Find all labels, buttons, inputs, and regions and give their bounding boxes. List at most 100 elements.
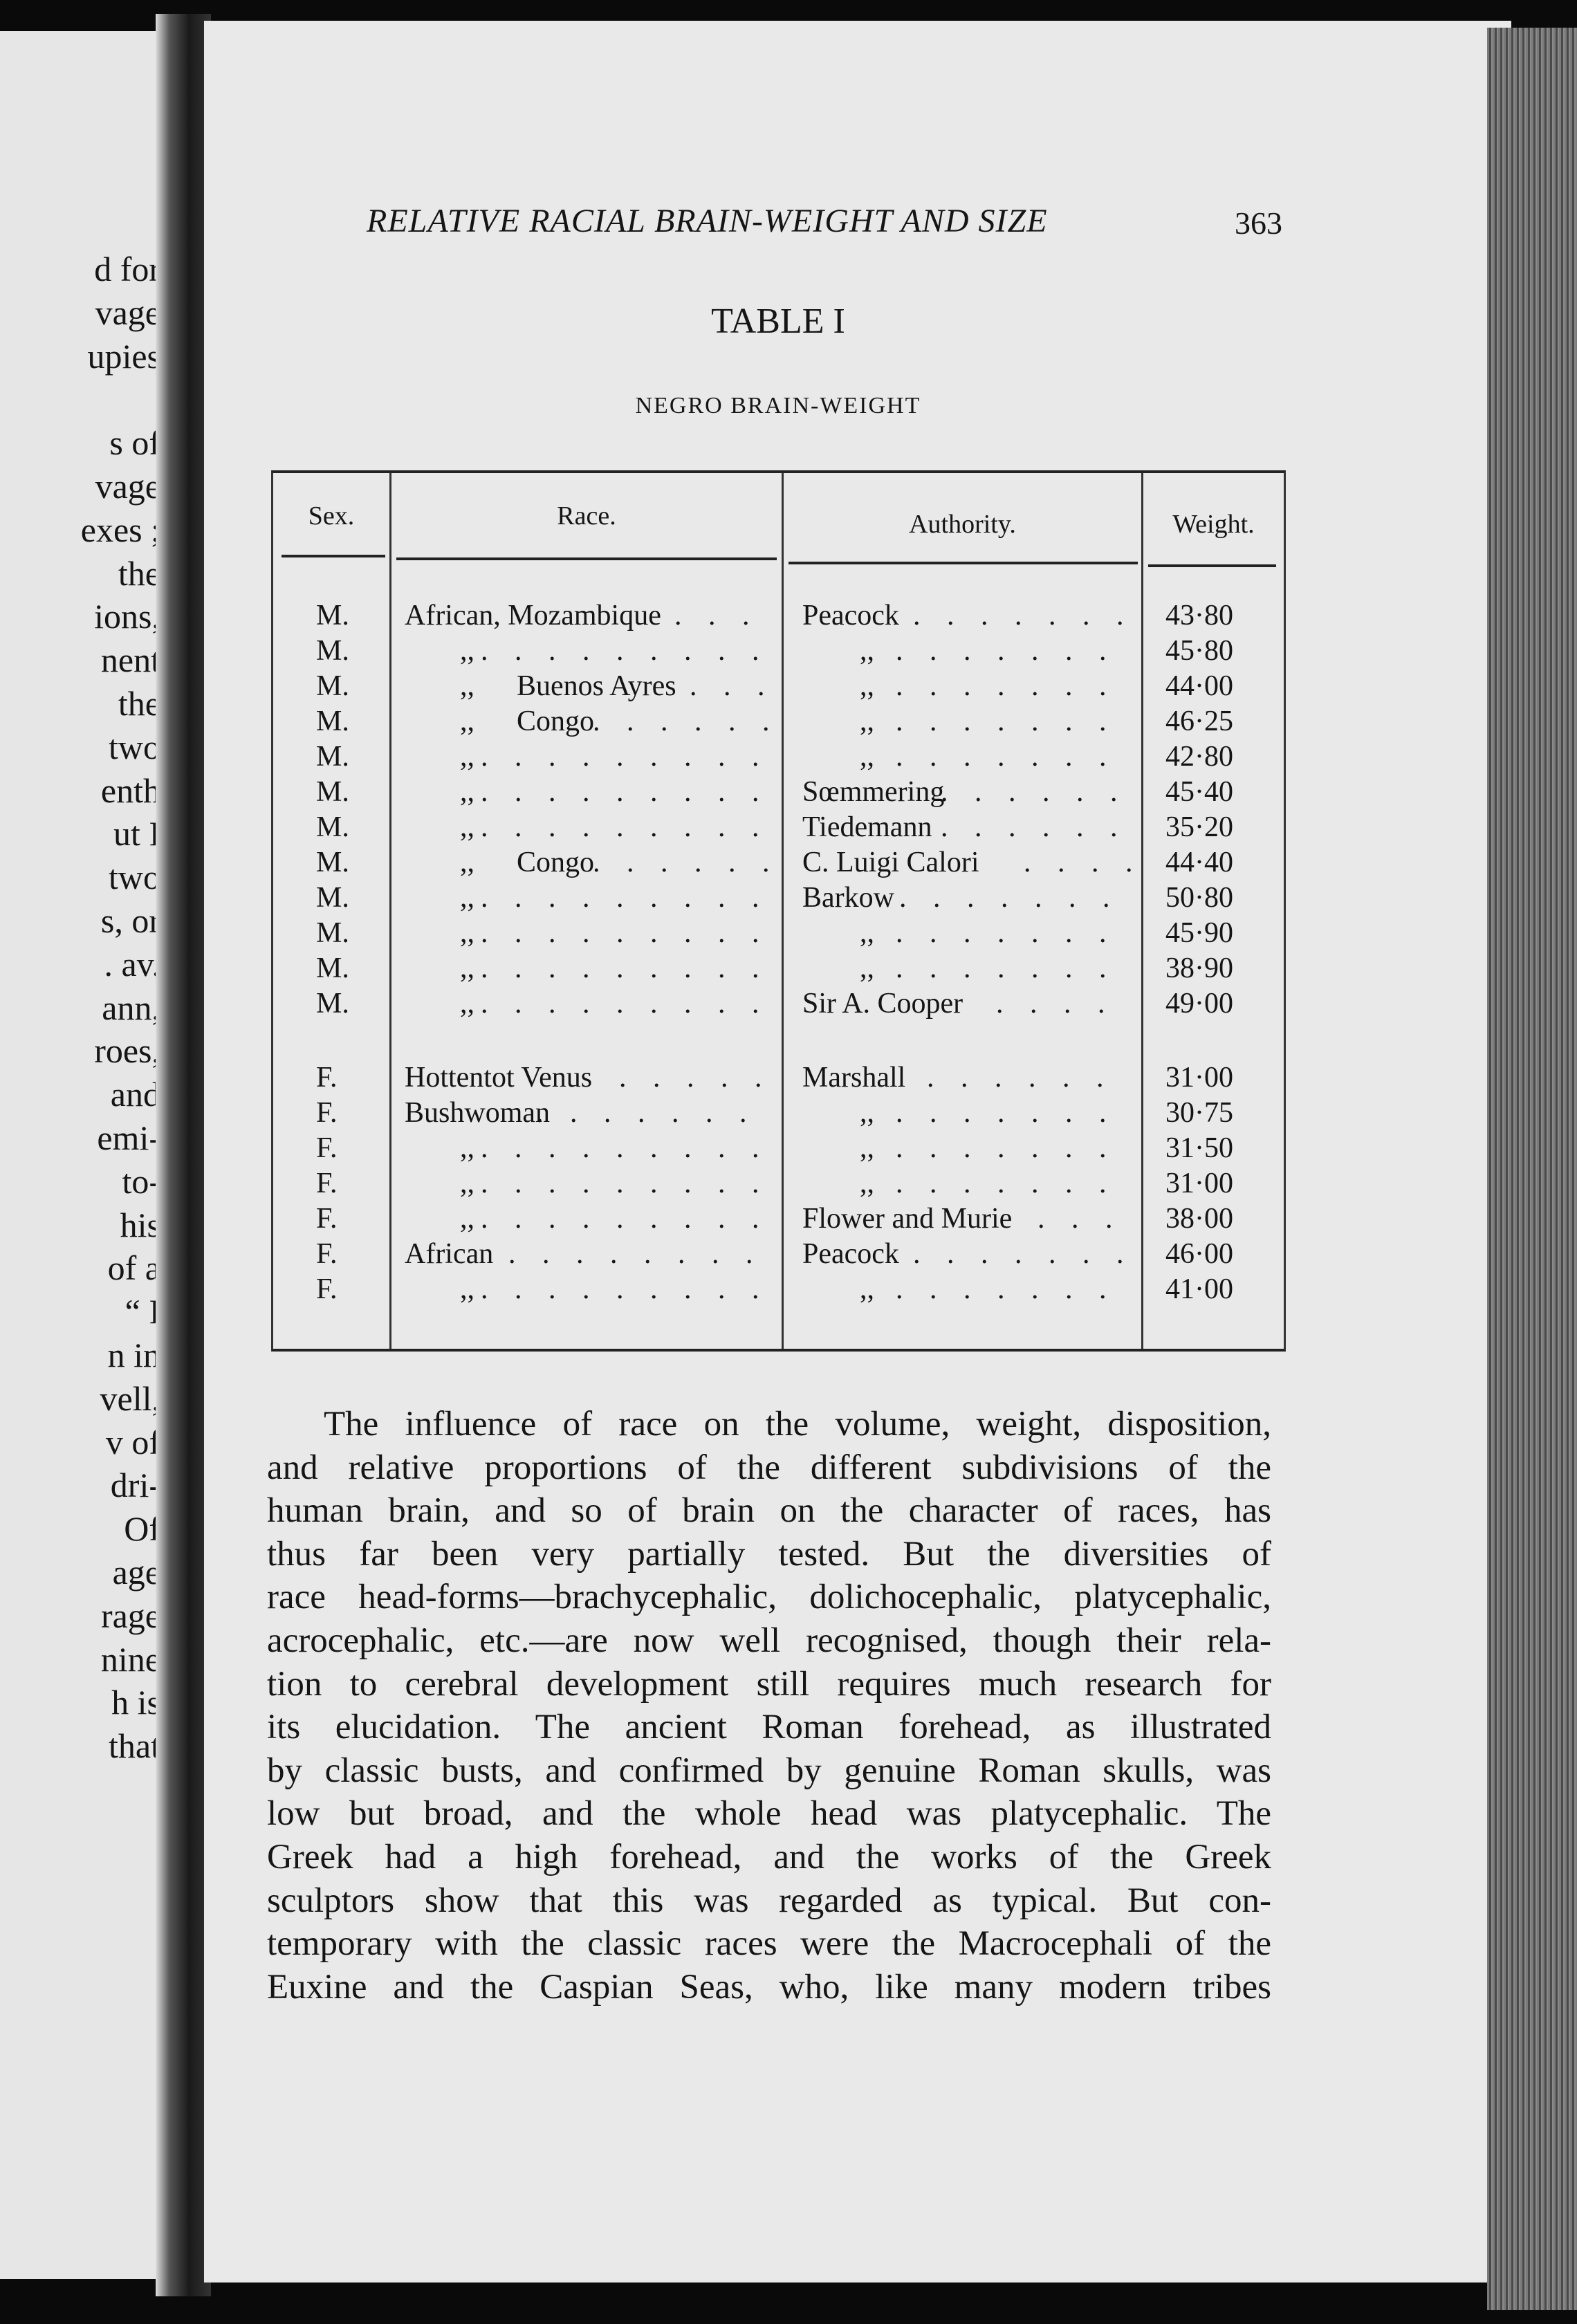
race-cell: Congo	[517, 847, 595, 878]
facing-page-line: and	[110, 1075, 160, 1114]
weight-cell: 43·80	[1165, 600, 1233, 631]
dot-leader: . . . . . . . . . . . . . . . .	[674, 600, 771, 631]
table-row: F.,,. . . . . . . . . . . . . . . .,,. .…	[273, 1167, 1284, 1201]
dot-leader: . . . . . . . . . . . . . . . .	[481, 1132, 771, 1164]
weight-cell: 31·50	[1165, 1132, 1233, 1164]
facing-page-line: ut I	[113, 814, 160, 854]
race-cell: Buenos Ayres	[517, 670, 676, 702]
race-ditto: ,,	[460, 1273, 474, 1305]
running-head: RELATIVE RACIAL BRAIN-WEIGHT AND SIZE	[367, 203, 1048, 239]
weight-cell: 41·00	[1165, 1273, 1233, 1305]
race-ditto: ,,	[460, 917, 474, 949]
weight-cell: 46·25	[1165, 706, 1233, 737]
sex-cell: M.	[316, 847, 349, 878]
facing-page-line: s of	[109, 423, 160, 463]
dot-leader: . . . . . . . . . . . . . . . .	[896, 1097, 1131, 1129]
page-number: 363	[1235, 205, 1282, 241]
facing-page-line: vage	[95, 467, 160, 506]
dot-leader: . . . . . . . . . . . . . . . .	[481, 988, 771, 1020]
header-sex: Sex.	[308, 501, 355, 531]
page	[204, 21, 1511, 2282]
table-row: M.,,Congo. . . . . . . . . . . . . . . .…	[273, 705, 1284, 739]
authority-cell: Peacock	[802, 1238, 899, 1270]
weight-cell: 35·20	[1165, 811, 1233, 843]
authority-cell: C. Luigi Calori	[802, 847, 979, 878]
weight-cell: 45·40	[1165, 776, 1233, 808]
sex-cell: F.	[316, 1203, 338, 1235]
race-ditto: ,,	[460, 635, 474, 667]
facing-page-line: that	[109, 1726, 160, 1766]
race-ditto: ,,	[460, 811, 474, 843]
dot-leader: . . . . . . . . . . . . . . . .	[913, 1238, 1131, 1270]
dot-leader: . . . . . . . . . . . . . . . .	[896, 635, 1131, 667]
dot-leader: . . . . . . . . . . . . . . . .	[996, 988, 1131, 1020]
dot-leader: . . . . . . . . . . . . . . . .	[481, 741, 771, 773]
table-row: M.,,. . . . . . . . . . . . . . . .Tiede…	[273, 811, 1284, 845]
dot-leader: . . . . . . . . . . . . . . . .	[896, 917, 1131, 949]
facing-page-line: the	[118, 553, 160, 593]
table-row: M.,,. . . . . . . . . . . . . . . .Barko…	[273, 881, 1284, 916]
weight-cell: 49·00	[1165, 988, 1233, 1020]
column-rule	[389, 473, 391, 1349]
sex-cell: M.	[316, 706, 349, 737]
header-authority: Authority.	[909, 510, 1016, 539]
header-weight: Weight.	[1172, 510, 1255, 539]
dot-leader: . . . . . . . . . . . . . . . .	[508, 1238, 771, 1270]
authority-ditto: ,,	[860, 1168, 874, 1199]
table-title: TABLE I	[711, 302, 845, 341]
weight-cell: 38·90	[1165, 952, 1233, 984]
authority-ditto: ,,	[860, 952, 874, 984]
dot-leader: . . . . . . . . . . . . . . . .	[941, 776, 1131, 808]
sex-cell: M.	[316, 670, 349, 702]
dot-leader: . . . . . . . . . . . . . . . .	[896, 952, 1131, 984]
weight-cell: 44·00	[1165, 670, 1233, 702]
table-row: M.,, Buenos Ayres . . . . . . . . . . . . …	[273, 670, 1284, 704]
table-row: F.,,. . . . . . . . . . . . . . . .Flowe…	[273, 1202, 1284, 1237]
column-rule	[1141, 473, 1143, 1349]
weight-cell: 31·00	[1165, 1168, 1233, 1199]
body-paragraph: The influence of race on the volume, wei…	[267, 1403, 1271, 2009]
header-rule	[788, 562, 1138, 564]
authority-cell: Sir A. Cooper	[802, 988, 963, 1020]
table-row: M.,,. . . . . . . . . . . . . . . .,,. .…	[273, 740, 1284, 775]
weight-cell: 38·00	[1165, 1203, 1233, 1235]
facing-page-line: “ I	[124, 1292, 160, 1331]
table-row: M. African, Mozambique . . . . . . . . . .…	[273, 599, 1284, 634]
sex-cell: M.	[316, 988, 349, 1020]
weight-cell: 50·80	[1165, 882, 1233, 914]
text-line: Greek had a high forehead, and the works…	[267, 1837, 1271, 1876]
facing-page: d for vage upies s of vage exes ; the ions, nent…	[0, 31, 166, 2279]
dot-leader: . . . . . . . . . . . . . . . .	[1038, 1203, 1131, 1235]
text-line: tion to cerebral development still requi…	[267, 1664, 1271, 1704]
brain-weight-table: Sex. Race. Authority. Weight. M. African,…	[271, 470, 1286, 1352]
dot-leader: . . . . . . . . . . . . . . . .	[619, 1062, 771, 1094]
facing-page-line: two	[109, 858, 160, 897]
table-row: M.,,. . . . . . . . . . . . . . . .Sir A…	[273, 987, 1284, 1022]
race-ditto: ,,	[460, 1132, 474, 1164]
book-gutter	[156, 14, 211, 2296]
text-line: and relative proportions of the differen…	[267, 1448, 1271, 1487]
facing-page-line: emi-	[97, 1118, 160, 1157]
race-ditto: ,,	[460, 706, 474, 737]
facing-page-line: to-	[122, 1161, 160, 1201]
race-ditto: ,,	[460, 952, 474, 984]
race-cell: Hottentot Venus	[405, 1062, 593, 1094]
table-row: F. African . . . . . . . . . . . . . . . .…	[273, 1237, 1284, 1272]
race-ditto: ,,	[460, 776, 474, 808]
dot-leader: . . . . . . . . . . . . . . . .	[899, 882, 1131, 914]
dot-leader: . . . . . . . . . . . . . . . .	[481, 952, 771, 984]
dot-leader: . . . . . . . . . . . . . . . .	[481, 882, 771, 914]
weight-cell: 45·90	[1165, 917, 1233, 949]
table-row: M.,,. . . . . . . . . . . . . . . .,,. .…	[273, 634, 1284, 669]
facing-page-line: of a	[107, 1248, 160, 1288]
table-row: F.,,. . . . . . . . . . . . . . . .,,. .…	[273, 1132, 1284, 1166]
race-ditto: ,,	[460, 670, 474, 702]
text-line: sculptors show that this was regarded as…	[267, 1881, 1271, 1920]
facing-page-line: s, or	[100, 901, 160, 940]
authority-cell: Sœmmering	[802, 776, 945, 808]
facing-page-line: rage	[100, 1596, 160, 1635]
dot-leader: . . . . . . . . . . . . . . . .	[913, 600, 1131, 631]
race-ditto: ,,	[460, 847, 474, 878]
text-line: by classic busts, and confirmed by genui…	[267, 1751, 1271, 1790]
text-line: acrocephalic, etc.—are now well recognis…	[267, 1621, 1271, 1660]
